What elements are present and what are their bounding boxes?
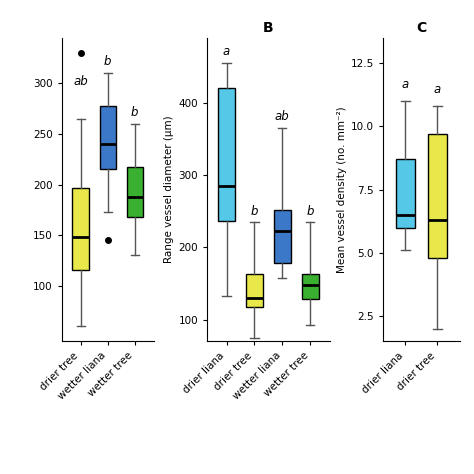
Title: B: B [263,21,273,36]
Text: b: b [131,106,138,119]
Title: C: C [416,21,427,36]
Text: b: b [306,206,314,219]
PathPatch shape [127,167,143,217]
PathPatch shape [428,134,447,258]
Text: a: a [223,45,230,58]
Text: b: b [104,55,111,68]
PathPatch shape [396,159,415,228]
PathPatch shape [274,210,291,263]
PathPatch shape [302,274,319,300]
Text: a: a [434,83,441,96]
Text: ab: ab [73,75,88,89]
Text: ab: ab [275,110,290,123]
PathPatch shape [246,274,263,307]
Text: a: a [402,78,409,91]
Text: b: b [251,206,258,219]
PathPatch shape [100,106,116,169]
Y-axis label: Range vessel diameter (µm): Range vessel diameter (µm) [164,116,174,264]
Y-axis label: Mean vessel density (no. mm⁻²): Mean vessel density (no. mm⁻²) [337,106,346,273]
PathPatch shape [218,89,235,221]
PathPatch shape [73,188,89,271]
